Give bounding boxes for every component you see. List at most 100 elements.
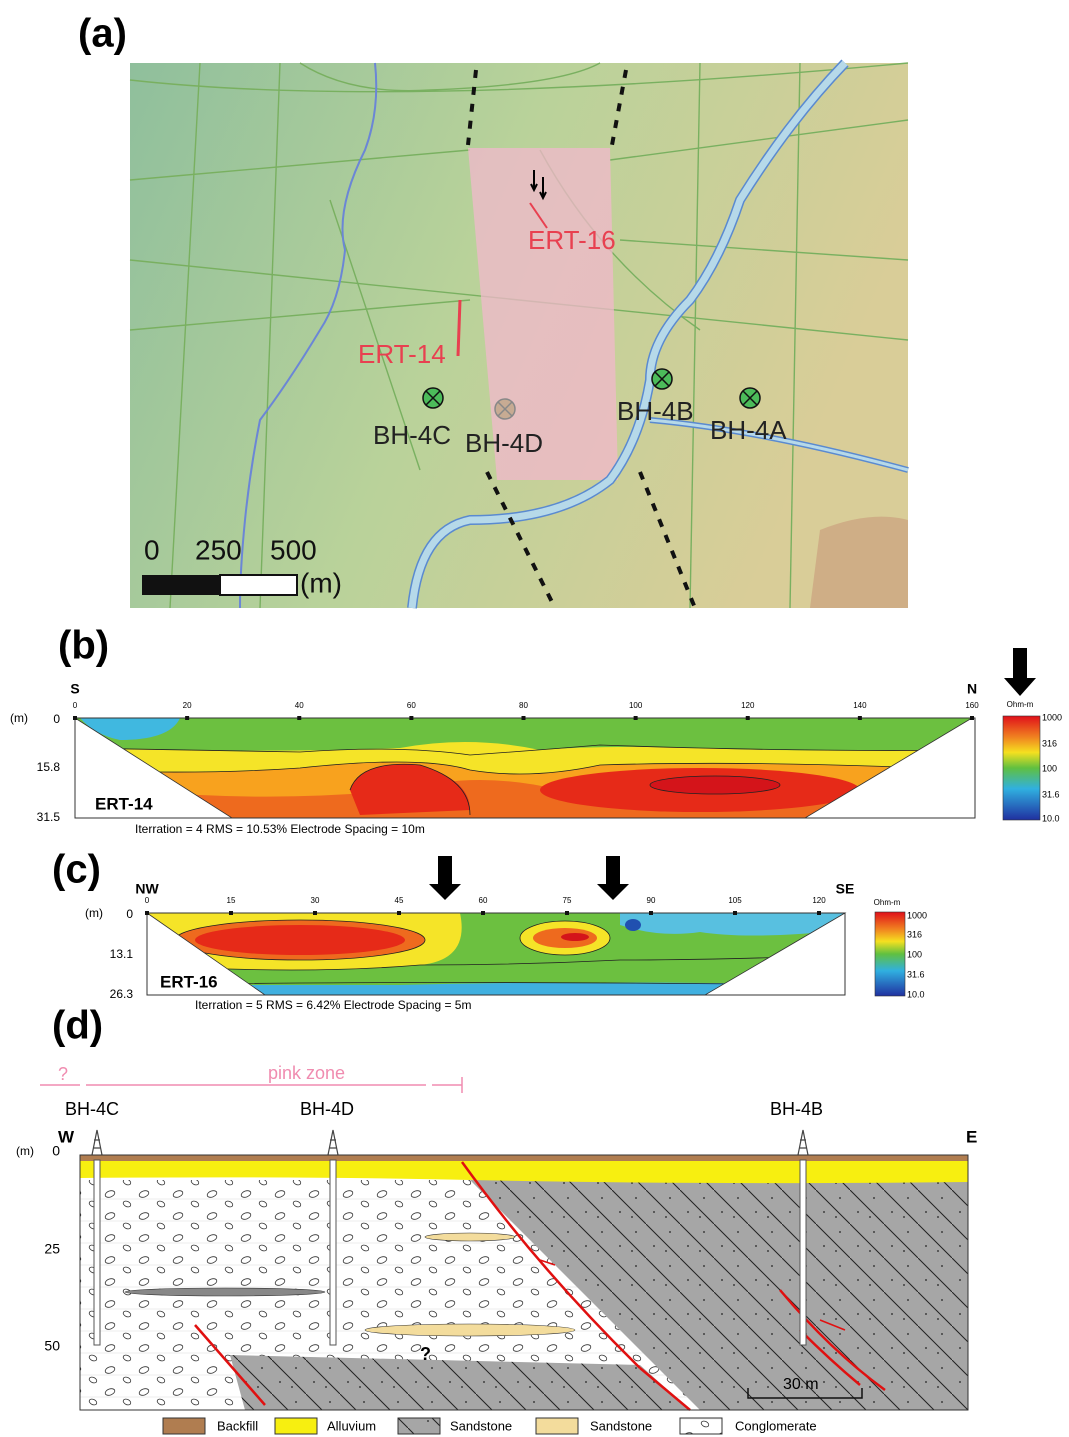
x-tick-label: 40 [295, 701, 304, 710]
shape-ellipse [195, 925, 405, 955]
colorbar-tick: 31.6 [907, 969, 925, 979]
shape-ellipse [365, 1324, 575, 1336]
unknown: ? [420, 1344, 431, 1364]
electrode [733, 911, 737, 915]
electrode [746, 716, 750, 720]
shape-rect [680, 1418, 722, 1434]
x-tick-label: 80 [519, 701, 528, 710]
shape-ellipse [561, 933, 589, 941]
shape-path [75, 718, 972, 751]
colorbar-tick: 100 [1042, 763, 1057, 773]
colorbar-tick: 100 [907, 949, 922, 959]
colorbar-unit: Ohm-m [874, 898, 901, 907]
page: Figure {"panel_a": {"label": "(a)", "pro… [0, 0, 1069, 1437]
electrode [397, 911, 401, 915]
shape-rect [142, 575, 220, 595]
electrode [481, 911, 485, 915]
shape-rect [330, 1160, 336, 1345]
electrode [313, 911, 317, 915]
ert-14-section [70, 648, 1040, 825]
shape-path [798, 1130, 808, 1155]
colorbar-tick: 1000 [907, 910, 927, 920]
depth-tick: 25 [44, 1241, 60, 1257]
panel-label: (a) [78, 12, 127, 56]
borehole-label: BH-4B [770, 1099, 823, 1119]
profile-name: ERT-16 [160, 972, 218, 991]
electrode [649, 911, 653, 915]
depth-unit: (m) [10, 711, 28, 725]
electrode [229, 911, 233, 915]
x-tick-label: 15 [227, 896, 236, 905]
profile-name: ERT-14 [95, 794, 153, 813]
scale-label: 500 [270, 534, 317, 565]
x-tick-label: 140 [853, 701, 867, 710]
shape-ellipse [125, 1288, 325, 1296]
profile-end: N [967, 681, 977, 697]
depth-tick: 0 [52, 1143, 60, 1159]
cross-section [40, 1077, 968, 1434]
x-tick-label: 60 [479, 896, 488, 905]
shape-path [92, 1130, 102, 1155]
colorbar-tick: 1000 [1042, 712, 1062, 722]
shape-g [92, 1130, 808, 1155]
shape-path [328, 1130, 338, 1155]
electrode [522, 716, 526, 720]
shape-ellipse [625, 919, 641, 931]
direction: E [966, 1127, 977, 1146]
shape-rect [275, 1418, 317, 1434]
borehole-label: BH-4A [710, 415, 787, 445]
borehole-label: BH-4D [300, 1099, 354, 1119]
figure: (a)ERT-16ERT-14BH-4CBH-4DBH-4BBH-4A02505… [0, 0, 1069, 1437]
colorbar-unit: Ohm-m [1007, 700, 1034, 709]
depth-tick: 0 [53, 712, 60, 726]
electrode [185, 716, 189, 720]
depth-tick: 26.3 [110, 987, 134, 1001]
depth-tick: 50 [44, 1338, 60, 1354]
borehole-label: BH-4B [617, 396, 694, 426]
legend-label: Alluvium [327, 1418, 376, 1433]
shape-ellipse [425, 1233, 515, 1241]
x-tick-label: 160 [965, 701, 979, 710]
shape-path [1004, 648, 1036, 696]
shape-rect [800, 1160, 806, 1345]
zone-label: pink zone [268, 1063, 345, 1083]
zone-query: ? [58, 1064, 68, 1084]
electrode [145, 911, 149, 915]
colorbar-tick: 10.0 [907, 989, 925, 999]
x-tick-label: 60 [407, 701, 416, 710]
shape-line [458, 300, 460, 356]
shape-rect [80, 1155, 968, 1161]
ert-16-section [140, 856, 905, 1000]
shape-path [80, 1161, 968, 1183]
panel-label: (d) [52, 1004, 103, 1048]
scale-unit: (m) [300, 567, 342, 598]
electrode [565, 911, 569, 915]
legend-label: Backfill [217, 1418, 258, 1433]
colorbar-tick: 316 [907, 929, 922, 939]
x-tick-label: 30 [311, 896, 320, 905]
depth-unit: (m) [16, 1144, 34, 1158]
depth-tick: 0 [126, 907, 133, 921]
x-tick-label: 120 [812, 896, 826, 905]
x-tick-label: 45 [395, 896, 404, 905]
borehole-label: BH-4D [465, 428, 543, 458]
depth-unit: (m) [85, 906, 103, 920]
colorbar-tick: 316 [1042, 738, 1057, 748]
shape-rect [398, 1418, 440, 1434]
borehole-label: BH-4C [373, 420, 451, 450]
electrode [73, 716, 77, 720]
legend-label: Sandstone [450, 1418, 512, 1433]
depth-tick: 15.8 [37, 760, 61, 774]
x-tick-label: 100 [629, 701, 643, 710]
shape-rect [163, 1418, 205, 1434]
x-tick-label: 0 [145, 896, 150, 905]
scale-label: 250 [195, 534, 242, 565]
electrode [858, 716, 862, 720]
depth-tick: 13.1 [110, 947, 134, 961]
colorbar-tick: 10.0 [1042, 813, 1060, 823]
legend-label: Conglomerate [735, 1418, 817, 1433]
shape-path [429, 856, 461, 900]
shape-ellipse [650, 776, 780, 794]
shape-path [810, 517, 908, 608]
x-tick-label: 20 [183, 701, 192, 710]
